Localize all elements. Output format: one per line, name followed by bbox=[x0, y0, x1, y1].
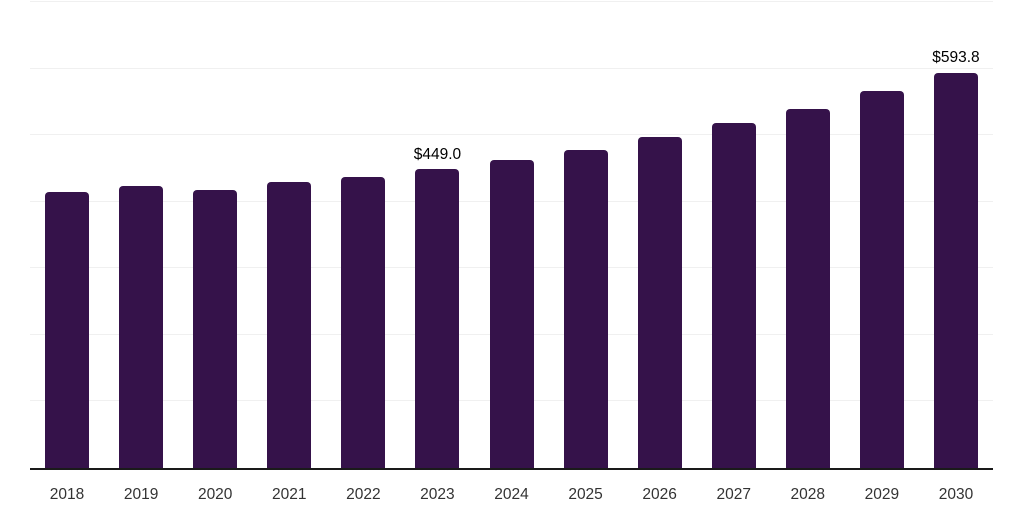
bar-2021 bbox=[267, 182, 312, 468]
bar-2022 bbox=[341, 177, 386, 468]
x-tick-2019: 2019 bbox=[123, 486, 159, 503]
x-tick-2023: 2023 bbox=[420, 486, 455, 503]
bar-2030 bbox=[933, 72, 978, 468]
x-tick-2029: 2029 bbox=[864, 486, 900, 503]
gridline-700 bbox=[30, 1, 993, 2]
bar-2028 bbox=[785, 108, 830, 468]
x-axis-line bbox=[30, 468, 993, 470]
x-tick-2026: 2026 bbox=[642, 486, 677, 503]
bar-2023 bbox=[415, 169, 460, 468]
bar-2025 bbox=[563, 149, 608, 468]
bar-2020 bbox=[193, 190, 238, 468]
bar-2018 bbox=[45, 191, 90, 468]
x-tick-2024: 2024 bbox=[494, 486, 529, 503]
x-tick-2025: 2025 bbox=[568, 486, 603, 503]
plot-area: $449.0 $593.8 bbox=[30, 1, 993, 470]
x-tick-2028: 2028 bbox=[790, 486, 826, 503]
bar-2024 bbox=[489, 159, 534, 468]
bar-2019 bbox=[119, 185, 164, 468]
x-tick-2030: 2030 bbox=[938, 486, 974, 503]
gridline-600 bbox=[30, 67, 993, 69]
bar-2029 bbox=[859, 91, 904, 468]
data-label-2023: $449.0 bbox=[413, 145, 462, 163]
data-label-2030: $593.8 bbox=[932, 49, 980, 67]
x-tick-2021: 2021 bbox=[272, 486, 307, 503]
x-tick-2018: 2018 bbox=[49, 486, 85, 503]
bar-2027 bbox=[711, 123, 756, 468]
x-tick-2020: 2020 bbox=[197, 486, 233, 503]
bar-2026 bbox=[637, 137, 682, 468]
x-tick-2022: 2022 bbox=[346, 486, 381, 503]
gridline-500 bbox=[30, 134, 993, 136]
x-tick-2027: 2027 bbox=[716, 486, 751, 503]
x-axis: 2018 2019 2020 2021 2022 2023 2024 2025 2026 2027… bbox=[30, 484, 993, 506]
